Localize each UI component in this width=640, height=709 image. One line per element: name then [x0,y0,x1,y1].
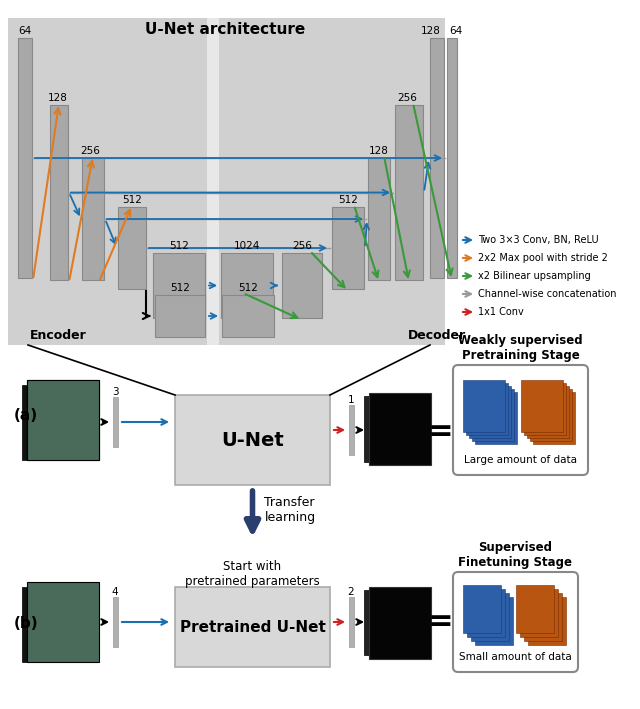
Text: Channel-wise concatenation: Channel-wise concatenation [478,289,616,299]
Bar [524,593,562,641]
Bar [50,105,68,280]
FancyBboxPatch shape [453,365,588,475]
Text: Pretrained U-Net: Pretrained U-Net [180,620,325,635]
Bar [22,587,27,662]
Bar [475,597,513,645]
Text: 512: 512 [170,283,190,293]
Bar [118,207,146,289]
Text: 256: 256 [80,146,100,156]
Bar [467,589,505,637]
Bar [207,18,219,345]
Bar [332,207,364,289]
Text: 128: 128 [48,93,68,103]
Bar [533,392,575,444]
Text: 256: 256 [397,93,417,103]
Bar [395,105,423,280]
Bar [175,587,330,667]
Bar [524,383,566,435]
Text: Supervised
Finetuning Stage: Supervised Finetuning Stage [458,541,572,569]
Text: U-Net architecture: U-Net architecture [145,23,305,38]
Bar [349,405,354,455]
Text: 1: 1 [348,395,355,405]
Text: Small amount of data: Small amount of data [459,652,572,662]
Bar [475,392,517,444]
Bar [364,396,370,462]
Text: 1024: 1024 [234,241,260,251]
Bar [222,295,274,337]
Bar [430,38,444,278]
Text: 512: 512 [338,195,358,205]
Text: 2: 2 [348,587,355,597]
Bar [472,389,514,441]
Bar [153,253,205,318]
Text: 3: 3 [112,387,118,397]
Text: 512: 512 [169,241,189,251]
Bar [516,585,554,633]
Bar [463,585,501,633]
Text: Start with
pretrained parameters: Start with pretrained parameters [185,560,320,588]
Bar [469,386,511,438]
Bar [282,253,322,318]
Bar [368,158,390,280]
Text: U-Net: U-Net [221,430,284,450]
Bar [221,253,273,318]
Bar [113,597,118,647]
Bar [364,590,370,655]
Bar [520,589,558,637]
Bar [521,380,563,432]
Bar [466,383,508,435]
Text: =: = [428,608,454,637]
Bar [447,38,457,278]
Bar [471,593,509,641]
Text: 128: 128 [369,146,389,156]
Text: (b): (b) [14,617,38,632]
Text: =: = [428,418,454,447]
Text: 64: 64 [449,26,463,36]
Text: Weakly supervised
Pretraining Stage: Weakly supervised Pretraining Stage [458,334,583,362]
Bar [8,18,445,345]
Bar [530,389,572,441]
Bar [27,380,99,460]
Bar [463,380,505,432]
Bar [22,385,27,460]
Bar [175,395,330,485]
Bar [27,380,99,460]
Text: 512: 512 [238,283,258,293]
FancyBboxPatch shape [453,572,578,672]
Text: 4: 4 [112,587,118,597]
Bar [528,597,566,645]
Text: (a): (a) [14,408,38,423]
Bar [27,582,99,662]
Text: Decoder: Decoder [408,329,466,342]
Text: Large amount of data: Large amount of data [464,455,577,465]
Bar [155,295,205,337]
Text: 64: 64 [19,26,31,36]
Text: Transfer
learning: Transfer learning [264,496,316,524]
Text: 512: 512 [122,195,142,205]
Text: Two 3×3 Conv, BN, ReLU: Two 3×3 Conv, BN, ReLU [478,235,598,245]
Bar [527,386,569,438]
Text: 128: 128 [421,26,441,36]
Bar [18,38,32,278]
Text: x2 Bilinear upsampling: x2 Bilinear upsampling [478,271,591,281]
Bar [349,597,354,647]
Text: Encoder: Encoder [30,329,87,342]
Text: 256: 256 [292,241,312,251]
Bar [369,587,431,659]
Bar [82,158,104,280]
Text: 1x1 Conv: 1x1 Conv [478,307,524,317]
Bar [369,393,431,465]
Bar [113,397,118,447]
Text: 2x2 Max pool with stride 2: 2x2 Max pool with stride 2 [478,253,608,263]
